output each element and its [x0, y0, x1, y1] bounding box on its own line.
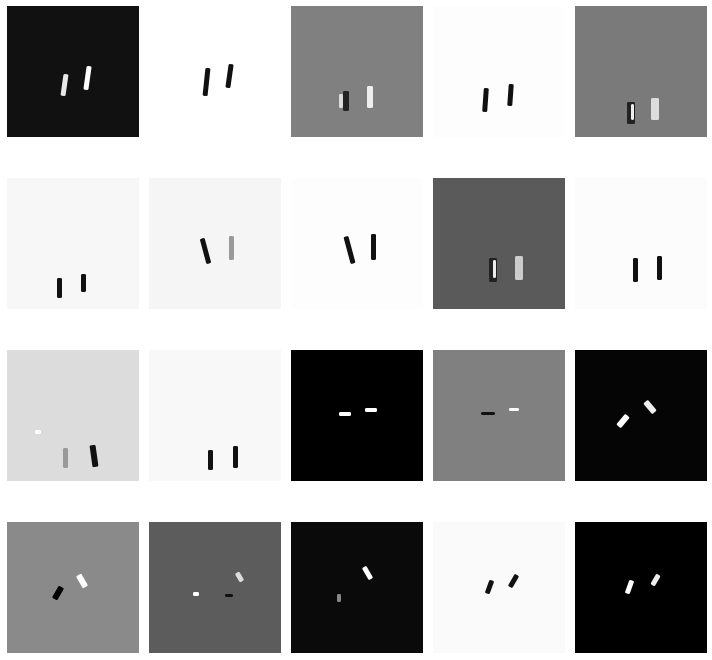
activation-blob — [657, 256, 662, 280]
tile-background — [149, 350, 281, 481]
feature-tile — [575, 350, 707, 481]
activation-blob — [633, 258, 638, 282]
activation-blob — [229, 236, 234, 260]
feature-tile — [7, 522, 139, 653]
feature-tile — [149, 522, 281, 653]
tile-background — [291, 350, 423, 481]
tile-background — [291, 178, 423, 309]
activation-blob — [650, 574, 661, 586]
feature-tile — [291, 522, 423, 653]
activation-blob — [482, 87, 489, 113]
activation-blob — [81, 274, 86, 292]
activation-blob — [509, 408, 519, 411]
activation-blob — [200, 238, 211, 264]
feature-tile — [433, 6, 565, 137]
feature-tile — [149, 178, 281, 309]
tile-background — [7, 522, 139, 653]
feature-tile — [149, 6, 281, 137]
tile-background — [291, 6, 423, 137]
activation-blob — [507, 83, 514, 107]
activation-blob — [367, 86, 373, 108]
activation-blob — [208, 450, 213, 470]
activation-blob — [202, 67, 211, 97]
tile-background — [149, 522, 281, 653]
tile-background — [149, 178, 281, 309]
tile-background — [575, 350, 707, 481]
tile-background — [575, 178, 707, 309]
feature-tile — [149, 350, 281, 481]
activation-blob — [631, 104, 634, 120]
activation-blob — [337, 594, 341, 602]
activation-blob — [371, 234, 376, 260]
tile-background — [433, 6, 565, 137]
tile-background — [575, 6, 707, 137]
activation-blob — [651, 98, 659, 120]
tile-background — [433, 350, 565, 481]
feature-tile — [7, 6, 139, 137]
feature-tile — [7, 350, 139, 481]
activation-blob — [339, 94, 343, 108]
tile-background — [291, 522, 423, 653]
activation-blob — [625, 579, 634, 595]
feature-tile — [433, 350, 565, 481]
activation-blob — [339, 412, 351, 416]
feature-tile — [291, 350, 423, 481]
activation-blob — [616, 414, 630, 428]
activation-blob — [508, 574, 519, 588]
activation-blob — [493, 260, 496, 278]
activation-blob — [343, 91, 349, 111]
activation-blob — [362, 566, 373, 580]
tile-background — [149, 6, 281, 137]
activation-blob — [225, 594, 233, 597]
tile-background — [7, 178, 139, 309]
feature-tile — [575, 6, 707, 137]
activation-blob — [485, 579, 494, 595]
activation-blob — [643, 400, 657, 414]
feature-tile — [575, 522, 707, 653]
activation-blob — [343, 236, 356, 264]
tile-background — [7, 6, 139, 137]
activation-blob — [365, 408, 377, 412]
activation-blob — [60, 73, 69, 97]
activation-blob — [52, 585, 64, 601]
tile-background — [433, 522, 565, 653]
activation-blob — [225, 63, 234, 89]
activation-blob — [193, 592, 199, 596]
activation-blob — [83, 65, 92, 91]
feature-tile — [291, 178, 423, 309]
feature-tile — [291, 6, 423, 137]
activation-blob — [515, 256, 523, 280]
activation-blob — [35, 430, 41, 434]
activation-blob — [233, 446, 238, 468]
activation-blob — [89, 444, 99, 468]
feature-tile — [433, 178, 565, 309]
activation-blob — [76, 573, 88, 589]
feature-tile — [433, 522, 565, 653]
tile-background — [433, 178, 565, 309]
feature-tile — [7, 178, 139, 309]
activation-blob — [57, 278, 62, 298]
feature-tile — [575, 178, 707, 309]
activation-blob — [481, 412, 495, 415]
tile-background — [7, 350, 139, 481]
activation-blob — [235, 571, 244, 583]
tile-background — [575, 522, 707, 653]
activation-blob — [63, 448, 68, 468]
